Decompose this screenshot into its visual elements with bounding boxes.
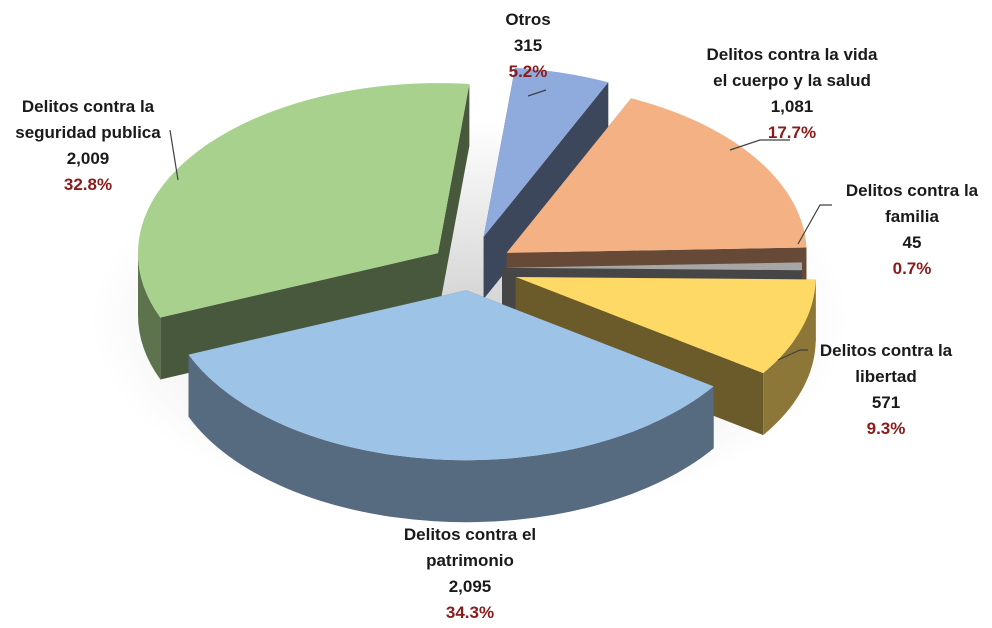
leader-line-otros	[527, 89, 547, 97]
label-line: familia	[885, 207, 939, 226]
label-line: seguridad publica	[15, 123, 161, 142]
label-line: 571	[872, 393, 900, 412]
label-line: 1,081	[771, 97, 814, 116]
pie-slice-seguridad	[138, 83, 470, 318]
pie-slice-patrimonio	[188, 290, 714, 461]
label-line: 2,095	[449, 577, 492, 596]
label-line: Delitos contra la	[846, 181, 979, 200]
pie-slice-rim-patrimonio	[188, 354, 714, 523]
label-leaders	[169, 89, 832, 361]
percent-label: 34.3%	[446, 603, 494, 622]
pie-slice-tops	[138, 67, 816, 461]
percent-label: 32.8%	[64, 175, 112, 194]
data-label-libertad: Delitos contra la libertad 571 9.3%	[820, 341, 953, 438]
pie-slice-rim-seguridad	[138, 253, 161, 380]
label-line: 45	[903, 233, 922, 252]
data-label-otros: Otros 315 5.2%	[505, 10, 550, 81]
data-labels: Otros 315 5.2% Delitos contra la vida el cue…	[15, 10, 978, 622]
label-line: patrimonio	[426, 551, 514, 570]
leader-line-libertad	[777, 349, 808, 361]
label-line: 315	[514, 36, 542, 55]
label-line: Delitos contra la	[22, 97, 155, 116]
pie-slice-rim-libertad	[763, 279, 816, 436]
percent-label: 17.7%	[768, 123, 816, 142]
percent-label: 0.7%	[893, 259, 932, 278]
data-label-seguridad: Delitos contra la seguridad publica 2,009 3…	[15, 97, 161, 194]
data-label-familia: Delitos contra la familia 45 0.7%	[846, 181, 979, 278]
leader-line-seguridad	[169, 129, 179, 181]
data-label-patrimonio: Delitos contra el patrimonio 2,095 34.3%	[404, 525, 536, 622]
leader-line-vida	[729, 139, 790, 151]
label-line: libertad	[855, 367, 916, 386]
pie-slice-libertad	[515, 277, 816, 374]
label-line: 2,009	[67, 149, 110, 168]
label-line: Delitos contra el	[404, 525, 536, 544]
percent-label: 5.2%	[509, 62, 548, 81]
label-line: Delitos contra la vida	[707, 45, 879, 64]
label-line: Delitos contra la	[820, 341, 953, 360]
pie-slice-otros	[483, 67, 609, 237]
label-line: el cuerpo y la salud	[713, 71, 871, 90]
label-line: Otros	[505, 10, 550, 29]
pie-slice-wall-seguridad-1	[438, 84, 470, 316]
pie-slice-vida	[506, 98, 807, 253]
data-label-vida: Delitos contra la vida el cuerpo y la sal…	[707, 45, 879, 142]
leader-line-familia	[797, 204, 832, 245]
percent-label: 9.3%	[867, 419, 906, 438]
pie-slice-familia	[501, 262, 802, 271]
